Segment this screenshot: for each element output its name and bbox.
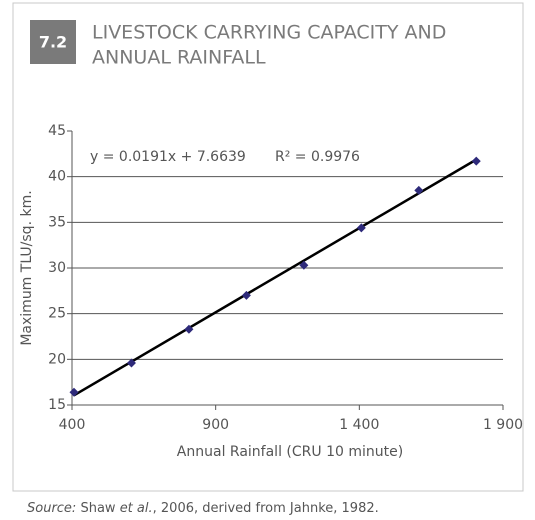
source-part: et al. <box>120 501 153 516</box>
frame <box>12 2 524 492</box>
badge-box <box>30 20 76 64</box>
y-tick-label: 25 <box>48 306 66 322</box>
x-axis-title: Annual Rainfall (CRU 10 minute) <box>177 444 403 460</box>
y-tick-label: 20 <box>48 351 66 367</box>
annotation: R² = 0.9976 <box>275 149 360 165</box>
source-part: Shaw <box>76 501 119 516</box>
trendline <box>73 159 475 397</box>
y-tick-label: 35 <box>48 214 66 230</box>
point <box>356 223 366 233</box>
point <box>241 290 251 300</box>
chart-title: LIVESTOCK CARRYING CAPACITY AND <box>92 22 446 44</box>
point <box>299 260 309 270</box>
source: Source: Shaw et al., 2006, derived from … <box>27 501 379 516</box>
chart-title: ANNUAL RAINFALL <box>92 47 266 69</box>
y-axis-title: Maximum TLU/sq. km. <box>19 190 35 345</box>
y-tick-label: 15 <box>48 397 66 413</box>
annotation: y = 0.0191x + 7.6639 <box>90 149 246 165</box>
x-tick-label: 900 <box>202 417 229 433</box>
y-tick-label: 40 <box>48 169 66 185</box>
source-part: , 2006, derived from Jahnke, 1982. <box>153 501 379 516</box>
point <box>184 324 194 334</box>
point <box>126 358 136 368</box>
badge: 7.2 <box>39 33 67 52</box>
y-tick-label: 30 <box>48 260 66 276</box>
point <box>69 387 79 397</box>
source-part: Source: <box>27 501 76 516</box>
point <box>471 156 481 166</box>
x-tick-label: 400 <box>59 417 86 433</box>
x-tick-label: 1 400 <box>339 417 379 433</box>
y-tick-label: 45 <box>48 123 66 139</box>
x-tick-label: 1 900 <box>483 417 523 433</box>
point <box>414 185 424 195</box>
